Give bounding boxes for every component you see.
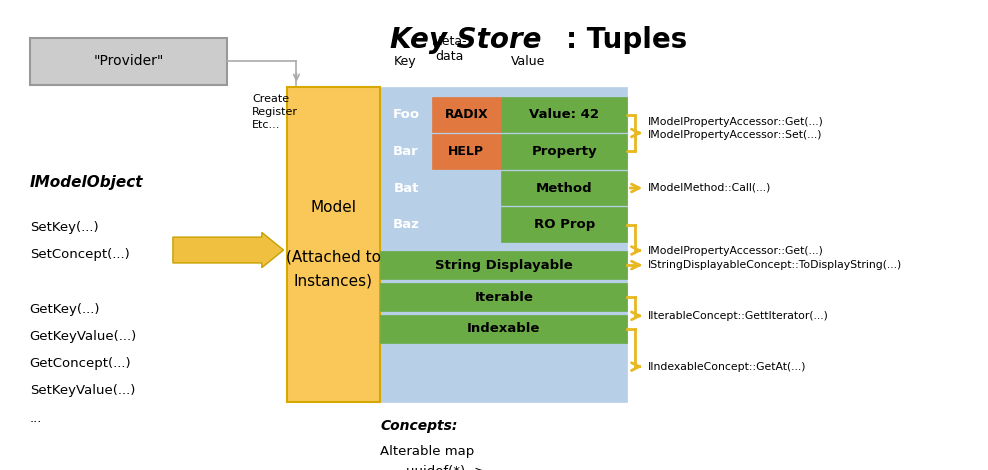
Text: GetKey(...): GetKey(...): [30, 303, 100, 316]
Text: RADIX: RADIX: [445, 108, 488, 121]
FancyBboxPatch shape: [380, 283, 627, 311]
FancyBboxPatch shape: [501, 207, 627, 242]
FancyBboxPatch shape: [432, 97, 501, 132]
Text: Alterable map
   __uuidof(*) ->
   "COM" Interface: Alterable map __uuidof(*) -> "COM" Inter…: [380, 445, 500, 470]
Text: Meta-
data: Meta- data: [432, 35, 467, 63]
Text: Key Store: Key Store: [390, 26, 541, 54]
FancyArrow shape: [173, 232, 284, 267]
Text: Create
Register
Etc...: Create Register Etc...: [252, 94, 298, 130]
Text: Value: Value: [512, 55, 545, 68]
Text: Value: 42: Value: 42: [530, 108, 599, 121]
Text: Method: Method: [535, 181, 593, 195]
Text: GetConcept(...): GetConcept(...): [30, 357, 131, 370]
Text: Key: Key: [394, 55, 416, 68]
Text: : Tuples: : Tuples: [566, 26, 688, 54]
Text: IModelMethod::Call(...): IModelMethod::Call(...): [648, 183, 772, 193]
FancyBboxPatch shape: [501, 134, 627, 169]
Text: Concepts:: Concepts:: [380, 419, 457, 433]
Text: "Provider": "Provider": [93, 54, 164, 68]
Text: Property: Property: [532, 145, 597, 158]
Text: HELP: HELP: [449, 145, 484, 158]
Text: SetConcept(...): SetConcept(...): [30, 248, 129, 261]
Text: Bar: Bar: [393, 145, 419, 158]
Text: GetKeyValue(...): GetKeyValue(...): [30, 330, 137, 343]
Text: ...: ...: [30, 412, 42, 425]
Text: Indexable: Indexable: [467, 322, 540, 336]
Text: Baz: Baz: [392, 218, 420, 231]
Text: Model

(Attached to
Instances): Model (Attached to Instances): [286, 200, 381, 289]
FancyBboxPatch shape: [432, 134, 501, 169]
FancyBboxPatch shape: [287, 87, 380, 402]
Text: IIndexableConcept::GetAt(...): IIndexableConcept::GetAt(...): [648, 361, 806, 372]
FancyBboxPatch shape: [380, 251, 627, 279]
Text: RO Prop: RO Prop: [534, 218, 595, 231]
FancyBboxPatch shape: [501, 97, 627, 132]
Text: Bat: Bat: [393, 181, 419, 195]
Text: String Displayable: String Displayable: [435, 258, 573, 272]
Text: SetKeyValue(...): SetKeyValue(...): [30, 384, 135, 398]
FancyBboxPatch shape: [380, 315, 627, 343]
Text: IStringDisplayableConcept::ToDisplayString(...): IStringDisplayableConcept::ToDisplayStri…: [648, 260, 902, 270]
Text: IIterableConcept::GettIterator(...): IIterableConcept::GettIterator(...): [648, 311, 829, 321]
Text: Foo: Foo: [392, 108, 420, 121]
FancyBboxPatch shape: [30, 38, 227, 85]
Text: IModelPropertyAccessor::Get(...): IModelPropertyAccessor::Get(...): [648, 245, 824, 256]
FancyBboxPatch shape: [501, 171, 627, 205]
Text: IModelPropertyAccessor::Get(...)
IModelPropertyAccessor::Set(...): IModelPropertyAccessor::Get(...) IModelP…: [648, 117, 824, 140]
FancyBboxPatch shape: [380, 87, 627, 402]
Text: IModelObject: IModelObject: [30, 175, 143, 190]
Text: Iterable: Iterable: [474, 290, 534, 304]
Text: SetKey(...): SetKey(...): [30, 221, 98, 234]
